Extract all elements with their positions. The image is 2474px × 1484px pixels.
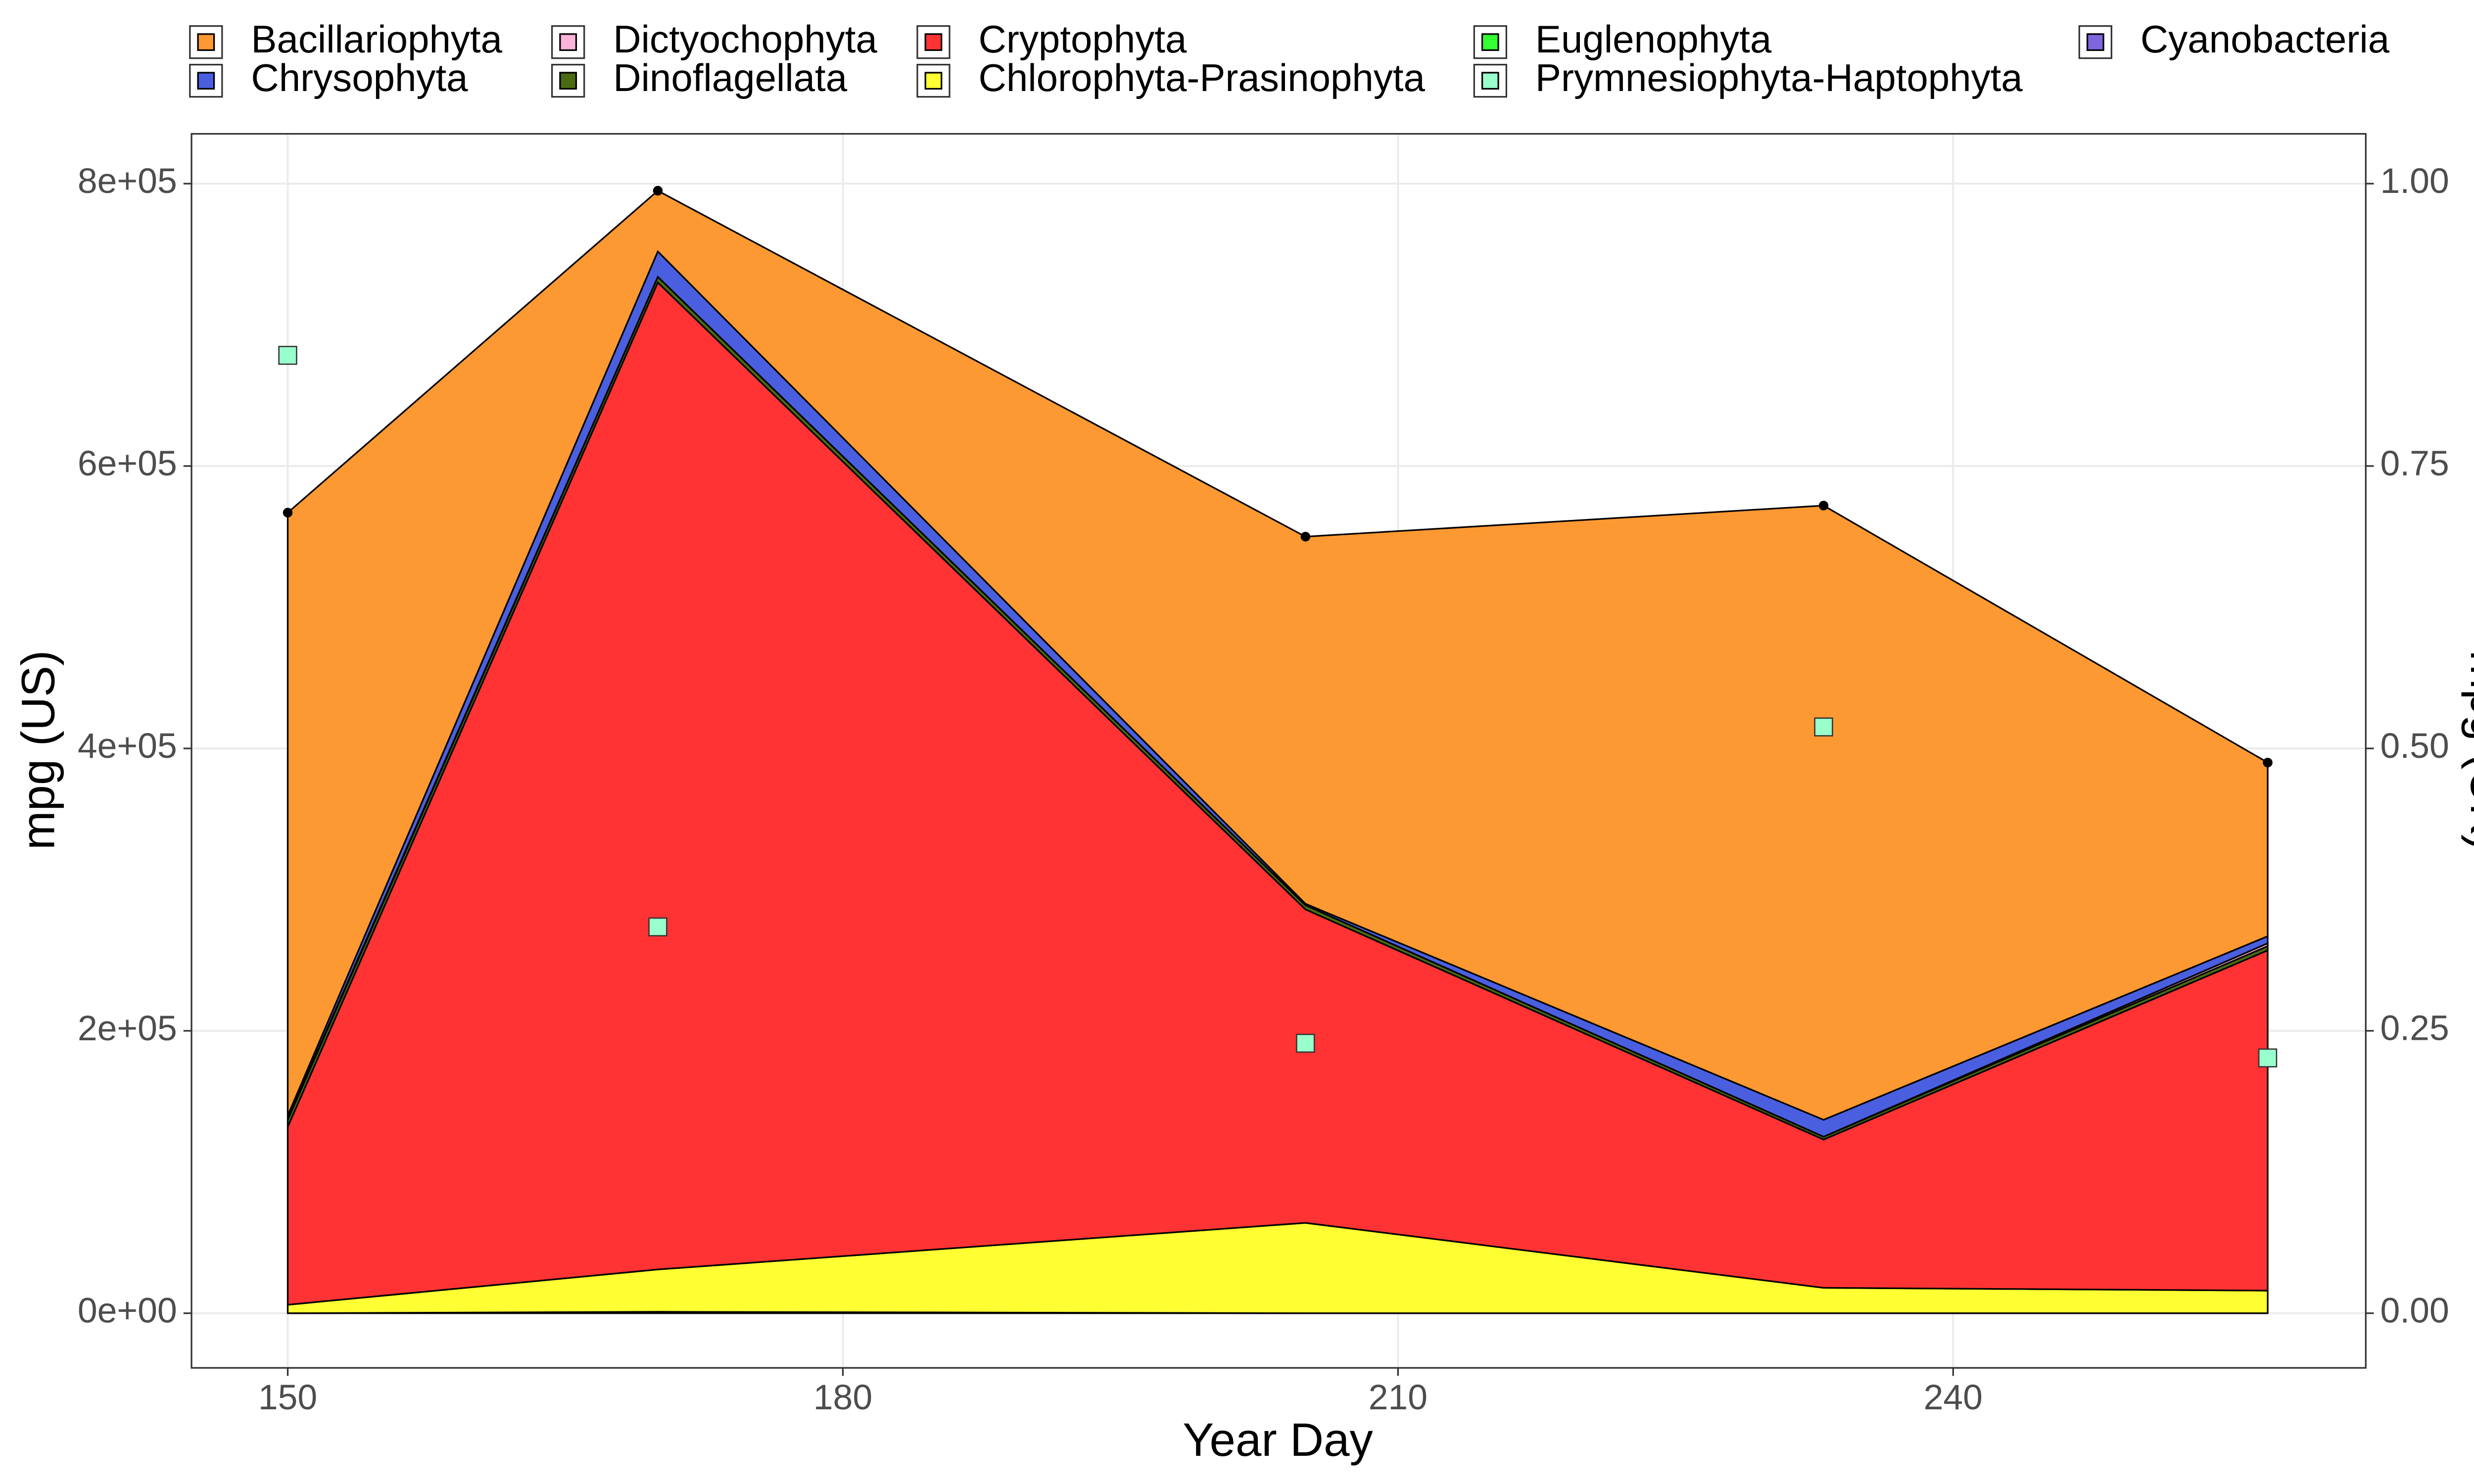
y-axis-title: mpg (US) [12, 650, 64, 850]
total-point [283, 508, 293, 518]
y2-tick-label: 1.00 [2380, 161, 2449, 201]
legend-label: Dinoflagellata [613, 56, 848, 99]
legend-swatch [559, 72, 577, 90]
y-tick-label: 6e+05 [78, 444, 177, 483]
scatter-point [2258, 1048, 2278, 1067]
axes: 0e+00 2e+05 4e+05 6e+05 8e+05 0.00 0.25 0.50 0.7… [78, 161, 2449, 1417]
y2-tick-label: 0.00 [2380, 1291, 2449, 1331]
legend-label: Bacillariophyta [251, 17, 502, 61]
legend-label: Cyanobacteria [2141, 17, 2390, 61]
x-tick-label: 150 [258, 1378, 317, 1417]
y-tick-label: 0e+00 [78, 1291, 177, 1331]
scatter-point [1814, 717, 1833, 737]
legend-label: Chrysophyta [251, 56, 468, 99]
panel-border [190, 133, 2367, 1369]
total-point [1300, 532, 1311, 542]
scatter-point [278, 346, 297, 365]
area [286, 189, 2269, 1121]
y-tick-label: 4e+05 [78, 726, 177, 766]
legend-key [189, 25, 223, 59]
legend-swatch [924, 72, 943, 90]
legend-swatch [1481, 33, 1499, 51]
x-tick-label: 240 [1924, 1378, 1983, 1417]
y2-axis-title: mpg (UK) [2461, 650, 2474, 850]
y2-tick-label: 0.25 [2380, 1009, 2449, 1048]
legend-swatch [559, 33, 577, 51]
y2-tick-label: 0.75 [2380, 444, 2449, 483]
legend-swatch [924, 33, 943, 51]
y-tick-label: 8e+05 [78, 161, 177, 201]
total-point [653, 186, 663, 196]
x-axis-title: Year Day [1183, 1414, 1373, 1466]
x-tick-label: 210 [1369, 1378, 1427, 1417]
points [278, 186, 2278, 1067]
legend-label: Dictyochophyta [613, 17, 877, 61]
legend-key [1473, 64, 1508, 98]
legend-swatch [2086, 33, 2104, 51]
scatter-point [1296, 1033, 1315, 1053]
legend-swatch [1481, 72, 1499, 90]
legend-label: Chlorophyta-Prasinophyta [979, 56, 1426, 99]
y-tick-label: 2e+05 [78, 1009, 177, 1048]
legend-swatch [197, 72, 215, 90]
legend-key [1473, 25, 1508, 59]
legend-label: Cryptophyta [979, 17, 1187, 61]
areas [286, 189, 2269, 1314]
x-tick-label: 180 [813, 1378, 872, 1417]
scatter-point [648, 917, 667, 936]
legend-swatch [197, 33, 215, 51]
total-point [1818, 501, 1829, 510]
legend-label: Euglenophyta [1535, 17, 1772, 61]
legend-label: Prymnesiophyta-Haptophyta [1535, 56, 2023, 99]
total-point [2263, 757, 2273, 768]
y2-tick-label: 0.50 [2380, 726, 2449, 766]
